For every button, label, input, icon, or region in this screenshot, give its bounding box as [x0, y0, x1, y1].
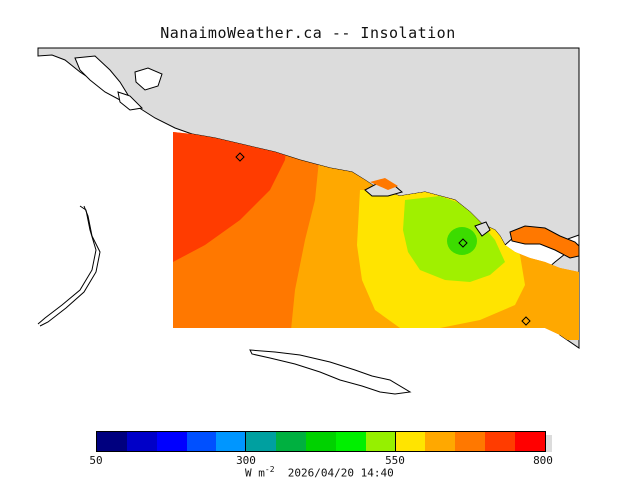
colorbar-cell — [97, 432, 127, 451]
colorbar-cell — [126, 432, 157, 451]
station-marker[interactable] — [458, 238, 468, 248]
colorbar — [96, 431, 552, 453]
units-exponent: -2 — [264, 465, 275, 474]
insolation-map — [37, 47, 580, 395]
coast-sliver-west-2 — [39, 205, 101, 327]
island-texada — [509, 225, 580, 259]
gulf-island — [249, 349, 412, 395]
page-title: NanaimoWeather.ca -- Insolation — [160, 24, 456, 42]
diamond-icon — [235, 152, 245, 162]
colorbar-tick — [245, 431, 246, 452]
units-and-timestamp: W m-2 2026/04/20 14:40 — [245, 465, 394, 480]
coast-sliver-west — [37, 205, 97, 325]
timestamp: 2026/04/20 14:40 — [287, 466, 394, 480]
colorbar-cell — [425, 432, 456, 451]
colorbar-cell — [306, 432, 336, 451]
colorbar-cell — [335, 432, 366, 451]
colorbar-cell — [186, 432, 217, 451]
colorbar-cell — [395, 432, 426, 451]
colorbar-cell — [246, 432, 277, 451]
colorbar-label-550: 550 — [385, 454, 405, 467]
zone-400-450 — [447, 227, 477, 255]
colorbar-cell — [276, 432, 307, 451]
inland-lake-2 — [134, 67, 163, 91]
colorbar-cell — [216, 432, 247, 451]
colorbar-cell — [515, 432, 545, 451]
colorbar-cell — [156, 432, 187, 451]
colorbar-cell — [455, 432, 486, 451]
inland-lake-3 — [117, 91, 144, 111]
diamond-icon — [521, 316, 531, 326]
colorbar-tick — [395, 431, 396, 452]
colorbar-label-max: 800 — [533, 454, 553, 467]
colorbar-cell — [365, 432, 396, 451]
mainland-tip-orange — [370, 178, 398, 190]
station-marker[interactable] — [521, 316, 531, 326]
colorbar-label-300: 300 — [236, 454, 256, 467]
units-label: W m — [245, 466, 265, 480]
diamond-icon — [458, 238, 468, 248]
colorbar-label-min: 50 — [89, 454, 103, 467]
station-marker[interactable] — [235, 152, 245, 162]
colorbar-cells — [96, 431, 546, 452]
colorbar-cell — [485, 432, 516, 451]
island-lasqueti — [474, 221, 491, 237]
